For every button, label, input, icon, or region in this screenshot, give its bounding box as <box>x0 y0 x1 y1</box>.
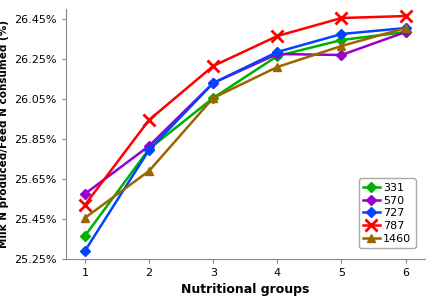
787 <box>211 64 216 68</box>
570 <box>275 52 280 56</box>
1460 <box>403 26 408 30</box>
570 <box>339 53 344 57</box>
1460 <box>275 65 280 69</box>
331 <box>82 234 88 238</box>
570 <box>146 144 152 148</box>
Legend: 331, 570, 727, 787, 1460: 331, 570, 727, 787, 1460 <box>359 178 416 248</box>
727 <box>82 249 88 253</box>
727 <box>146 148 152 152</box>
570 <box>211 81 216 85</box>
331 <box>339 38 344 42</box>
Y-axis label: Milk N produced/Feed N consumed (%): Milk N produced/Feed N consumed (%) <box>0 20 9 248</box>
1460 <box>82 216 88 220</box>
727 <box>211 81 216 85</box>
1460 <box>211 96 216 100</box>
787 <box>403 14 408 18</box>
570 <box>82 192 88 196</box>
Line: 727: 727 <box>81 25 409 254</box>
727 <box>403 26 408 30</box>
331 <box>275 54 280 58</box>
727 <box>339 32 344 36</box>
331 <box>403 30 408 34</box>
X-axis label: Nutritional groups: Nutritional groups <box>181 284 310 296</box>
Line: 570: 570 <box>81 29 409 197</box>
787 <box>146 118 152 122</box>
1460 <box>339 44 344 48</box>
787 <box>82 203 88 207</box>
Line: 331: 331 <box>81 29 409 239</box>
Line: 787: 787 <box>79 11 411 210</box>
331 <box>146 147 152 151</box>
727 <box>275 50 280 54</box>
570 <box>403 30 408 34</box>
787 <box>339 16 344 20</box>
Line: 1460: 1460 <box>81 24 410 222</box>
787 <box>275 34 280 38</box>
331 <box>211 96 216 100</box>
1460 <box>146 169 152 173</box>
